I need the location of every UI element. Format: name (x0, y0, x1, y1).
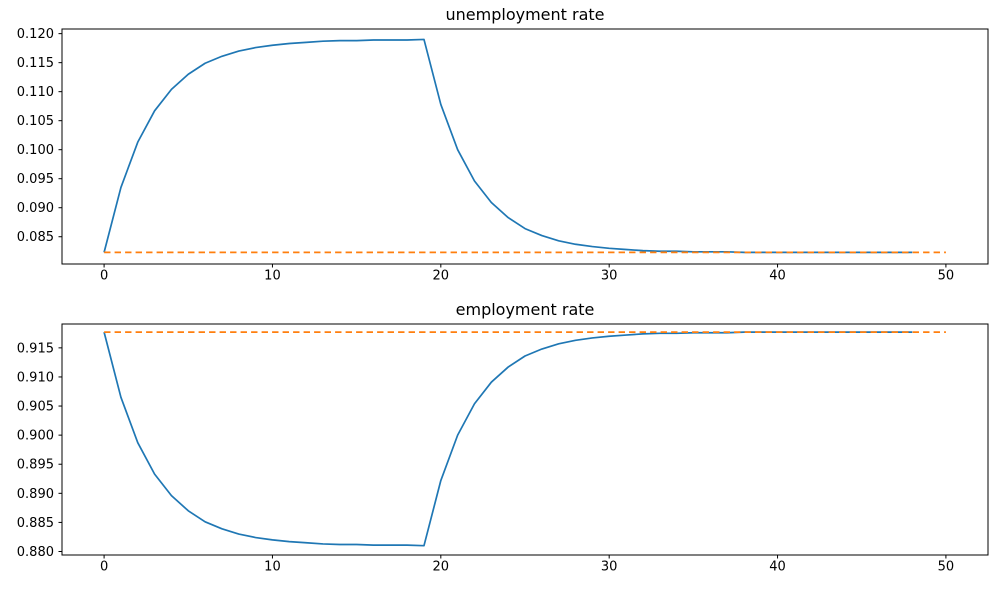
employment-rate-chart: employment rate 0 10 20 30 40 50 0.880 0.885 0.8… (0, 295, 998, 590)
y-tick-label: 0.910 (17, 370, 54, 385)
x-tick-label: 50 (938, 560, 955, 575)
x-tick-label: 30 (601, 560, 618, 575)
x-tick-label: 20 (433, 269, 450, 284)
unemployment-plot-canvas: 0 10 20 30 40 50 0.085 0.090 0.095 0.100 0.105 0.11… (17, 27, 989, 284)
x-tick-label: 30 (601, 269, 618, 284)
y-tick-label: 0.120 (17, 27, 54, 42)
unemployment-path-line (103, 38, 913, 254)
x-tick-label: 0 (100, 269, 108, 284)
y-tick-label: 0.085 (17, 230, 54, 245)
y-tick-label: 0.110 (17, 85, 54, 100)
y-tick-label: 0.905 (17, 400, 54, 415)
y-tick-label: 0.100 (17, 143, 54, 158)
y-tick-label: 0.890 (17, 487, 54, 502)
y-tick-label: 0.095 (17, 172, 54, 187)
axes-frame (61, 323, 989, 556)
y-tick-label: 0.880 (17, 545, 54, 560)
x-tick-label: 20 (433, 560, 450, 575)
x-tick-label: 40 (769, 269, 786, 284)
y-tick-label: 0.115 (17, 56, 54, 71)
employment-plot-canvas: 0 10 20 30 40 50 0.880 0.885 0.890 0.895 0.900 0.90… (17, 323, 989, 575)
axes-frame (61, 28, 989, 265)
y-tick-label: 0.915 (17, 341, 54, 356)
unemployment-rate-chart: unemployment rate 0 10 20 30 40 50 0.085 0.090 0… (17, 5, 989, 284)
x-tick-label: 0 (100, 560, 108, 575)
y-tick-label: 0.885 (17, 516, 54, 531)
x-tick-label: 40 (769, 560, 786, 575)
employment-path-line (103, 331, 913, 547)
unemployment-chart-title: unemployment rate (445, 5, 605, 24)
y-tick-label: 0.090 (17, 201, 54, 216)
x-tick-label: 10 (264, 560, 281, 575)
x-tick-label: 50 (938, 269, 955, 284)
y-tick-label: 0.895 (17, 458, 54, 473)
x-tick-label: 10 (264, 269, 281, 284)
y-tick-label: 0.900 (17, 429, 54, 444)
y-tick-label: 0.105 (17, 114, 54, 129)
employment-chart-title: employment rate (455, 300, 595, 319)
